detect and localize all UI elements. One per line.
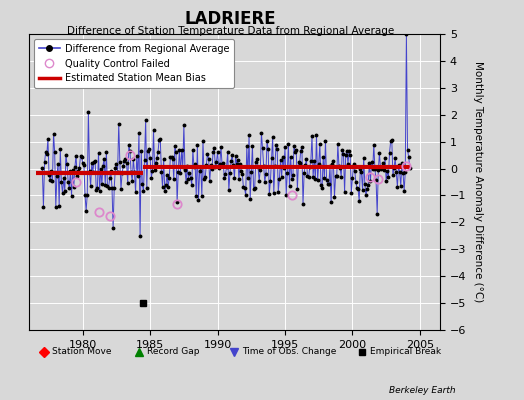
Text: Difference of Station Temperature Data from Regional Average: Difference of Station Temperature Data f… [67, 26, 394, 36]
Text: Time of Obs. Change: Time of Obs. Change [242, 347, 336, 356]
Legend: Difference from Regional Average, Quality Control Failed, Estimated Station Mean: Difference from Regional Average, Qualit… [34, 39, 234, 88]
Text: Empirical Break: Empirical Break [370, 347, 441, 356]
Text: LADRIERE: LADRIERE [185, 10, 276, 28]
Text: Station Move: Station Move [52, 347, 112, 356]
Text: Record Gap: Record Gap [147, 347, 199, 356]
Y-axis label: Monthly Temperature Anomaly Difference (°C): Monthly Temperature Anomaly Difference (… [473, 61, 483, 303]
Text: Berkeley Earth: Berkeley Earth [389, 386, 456, 395]
